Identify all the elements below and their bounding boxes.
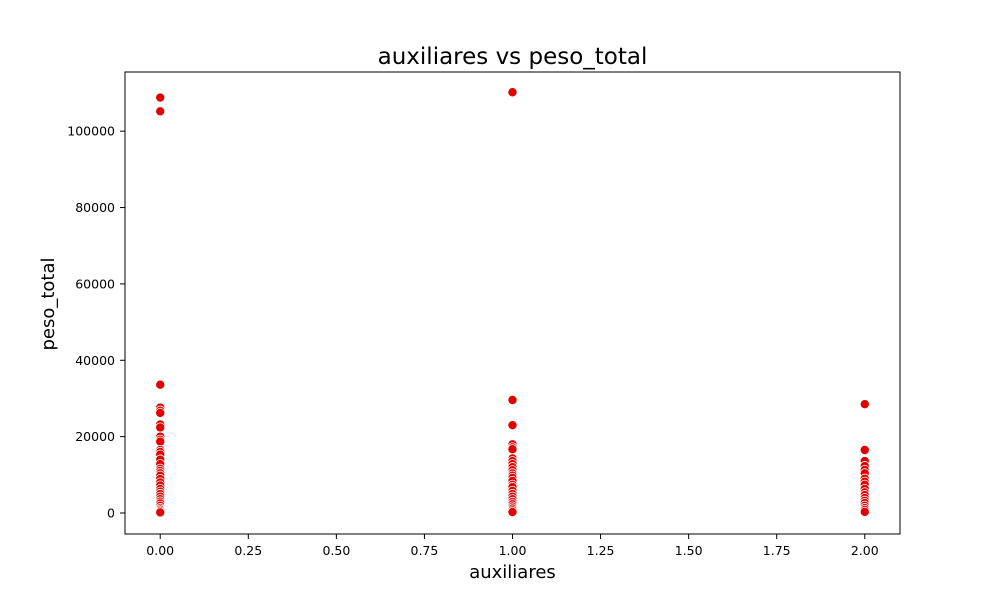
- x-tick-label: 0.25: [234, 543, 262, 558]
- data-point: [507, 394, 518, 405]
- x-tick-label: 1.25: [587, 543, 615, 558]
- data-point: [507, 507, 518, 518]
- x-tick-label: 1.00: [499, 543, 527, 558]
- chart-title: auxiliares vs peso_total: [378, 44, 648, 70]
- x-axis-ticks: 0.00 0.25 0.50 0.75 1.00 1.25 1.50 1.75 2.00: [146, 534, 879, 558]
- x-tick-label: 0.00: [146, 543, 174, 558]
- data-point: [155, 379, 166, 390]
- data-point: [155, 507, 166, 518]
- data-point: [155, 106, 166, 117]
- data-point: [155, 92, 166, 103]
- x-tick-label: 1.50: [675, 543, 703, 558]
- data-point: [507, 444, 518, 455]
- x-axis-label: auxiliares: [469, 562, 556, 583]
- data-point: [859, 506, 870, 517]
- data-point: [507, 420, 518, 431]
- y-tick-label: 80000: [75, 200, 115, 215]
- points-layer: [155, 87, 870, 518]
- data-point: [507, 87, 518, 98]
- x-tick-label: 0.50: [322, 543, 350, 558]
- y-axis-label: peso_total: [38, 257, 59, 350]
- y-tick-label: 60000: [75, 276, 115, 291]
- x-tick-label: 1.75: [763, 543, 791, 558]
- data-point: [859, 399, 870, 410]
- y-tick-label: 20000: [75, 429, 115, 444]
- data-point: [155, 436, 166, 447]
- y-axis-ticks: 0 20000 40000 60000 80000 100000: [67, 124, 125, 521]
- y-tick-label: 100000: [67, 124, 115, 139]
- data-point: [155, 407, 166, 418]
- y-tick-label: 40000: [75, 353, 115, 368]
- x-tick-label: 0.75: [411, 543, 439, 558]
- data-point: [859, 444, 870, 455]
- y-tick-label: 0: [107, 506, 115, 521]
- x-tick-label: 2.00: [851, 543, 879, 558]
- data-point: [155, 422, 166, 433]
